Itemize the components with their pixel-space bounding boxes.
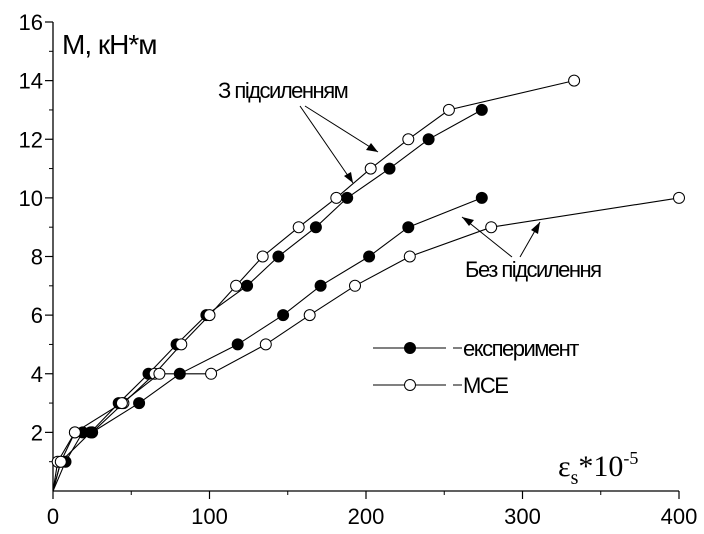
legend-label-fem: МСЕ [463, 373, 508, 398]
legend-item-fem: МСЕ [373, 373, 510, 398]
data-point [402, 221, 415, 234]
data-point [402, 133, 415, 146]
series-group [51, 74, 685, 492]
data-point [54, 455, 67, 468]
series-0 [52, 103, 488, 492]
y-tick-label: 8 [31, 245, 43, 270]
x-axis-label-symbol: ε [558, 450, 571, 483]
data-point [314, 279, 327, 292]
data-point [363, 250, 376, 263]
annotation-arrowhead-3 [462, 217, 474, 226]
x-axis-label-sup: -5 [623, 448, 638, 468]
data-point [485, 221, 498, 234]
data-point [277, 309, 290, 322]
annotation-arrowhead-2 [344, 172, 353, 183]
data-point [330, 191, 343, 204]
series-3 [52, 191, 685, 492]
legend-label-experiment: експеримент [463, 336, 579, 361]
y-tick-label: 12 [19, 127, 43, 152]
data-point [292, 221, 305, 234]
data-point [403, 250, 416, 263]
data-point [205, 367, 218, 380]
y-tick-label: 4 [31, 362, 43, 387]
data-point [259, 338, 272, 351]
y-tick-label: 2 [31, 420, 43, 445]
data-point [341, 191, 354, 204]
data-point [303, 309, 316, 322]
series-line [52, 80, 575, 492]
data-point [383, 162, 396, 175]
legend-marker-filled [404, 342, 416, 354]
data-point [230, 279, 243, 292]
series-line [52, 197, 680, 492]
annotation-unreinforced-text: Без підсилення [465, 257, 601, 282]
annotation-arrow-2 [299, 105, 354, 184]
annotation-arrowhead-4 [531, 222, 540, 234]
y-tick-label: 14 [19, 69, 43, 94]
legend-marker-open [404, 379, 416, 391]
data-point [68, 426, 81, 439]
x-axis-label: εs*10-5 [558, 448, 638, 489]
data-point [175, 338, 188, 351]
annotation-reinforced-text: З підсиленням [218, 78, 348, 103]
x-tick-label: 100 [191, 504, 228, 529]
x-tick-label: 0 [47, 504, 59, 529]
legend: експеримент МСЕ [373, 336, 581, 398]
data-point [364, 162, 377, 175]
data-point [475, 103, 488, 116]
data-point [422, 133, 435, 146]
data-point [309, 221, 322, 234]
data-point [442, 103, 455, 116]
y-tick-label: 10 [19, 186, 43, 211]
x-axis-label-sub: s [571, 467, 579, 489]
data-point [133, 397, 146, 410]
data-point [272, 250, 285, 263]
annotation-unreinforced: Без підсилення [461, 216, 603, 282]
annotation-reinforced: З підсиленням [218, 78, 379, 184]
data-point [86, 426, 99, 439]
data-point [475, 191, 488, 204]
y-tick-label: 16 [19, 10, 43, 35]
data-point [568, 74, 581, 87]
legend-item-experiment: експеримент [373, 336, 581, 361]
x-tick-label: 200 [348, 504, 385, 529]
y-axis-label: M, кН*м [62, 29, 157, 60]
x-axis-label-rest: *10 [578, 450, 623, 483]
x-tick-label: 400 [661, 504, 698, 529]
data-point [241, 279, 254, 292]
y-tick-label: 6 [31, 303, 43, 328]
annotation-arrowhead-1 [366, 143, 378, 152]
data-point [153, 367, 166, 380]
series-2 [52, 191, 488, 492]
annotation-arrow-1 [304, 105, 379, 153]
series-line [52, 109, 483, 492]
data-point [115, 397, 128, 410]
data-point [349, 279, 361, 292]
data-point [673, 191, 685, 204]
x-tick-label: 300 [504, 504, 541, 529]
data-point [231, 338, 244, 351]
data-point [256, 250, 269, 263]
ticks: 0 100 200 300 400 2 4 6 8 10 12 14 16 [19, 10, 698, 529]
data-point [203, 309, 216, 322]
